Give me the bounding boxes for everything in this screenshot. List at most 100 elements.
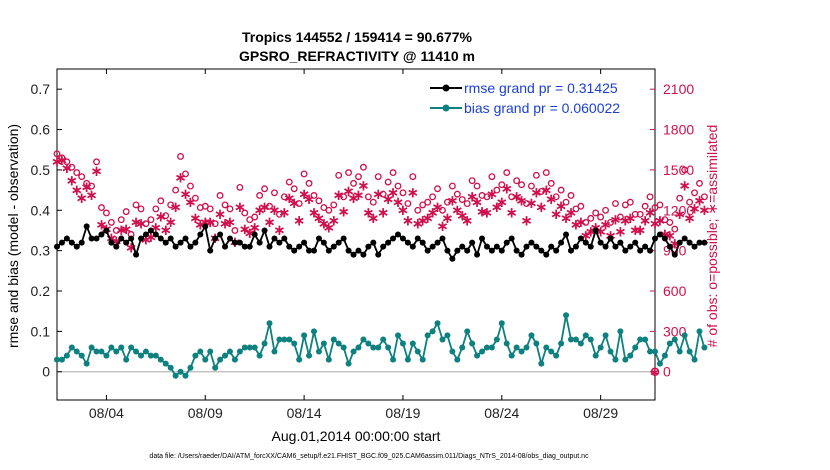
rmse-point <box>88 235 95 242</box>
obs-assimilated-point: ∗ <box>698 201 711 219</box>
bias-point <box>681 332 688 339</box>
x-tick-label: 08/14 <box>287 405 322 421</box>
obs-assimilated-point: ∗ <box>545 190 558 208</box>
obs-possible-point <box>93 158 100 166</box>
bias-point <box>320 340 327 347</box>
rmse-point <box>538 247 545 254</box>
rmse-point <box>666 243 673 250</box>
obs-possible-point <box>686 198 694 206</box>
obs-possible-point <box>488 173 496 181</box>
obs-possible-point <box>641 202 649 210</box>
obs-possible-point <box>78 173 86 181</box>
rmse-point <box>696 239 703 246</box>
obs-possible-point <box>394 182 402 190</box>
obs-assimilated-point: ∗ <box>500 179 513 197</box>
obs-assimilated-point: ∗ <box>446 192 459 210</box>
rmse-point <box>345 247 352 254</box>
rmse-point <box>271 235 278 242</box>
obs-assimilated-point: ∗ <box>140 231 153 249</box>
obs-assimilated-point: ∗ <box>693 192 706 210</box>
obs-possible-point <box>537 187 545 195</box>
obs-assimilated-point: ∗ <box>85 186 98 204</box>
obs-possible-point <box>602 206 610 214</box>
bias-point <box>133 348 140 355</box>
bias-point <box>251 344 258 351</box>
rmse-point <box>108 239 115 246</box>
obs-assimilated-point: ∗ <box>357 177 370 195</box>
rmse-point <box>533 243 540 250</box>
obs-possible-point <box>518 181 526 189</box>
bias-point <box>533 340 540 347</box>
rmse-point <box>251 231 258 238</box>
rmse-point <box>197 231 204 238</box>
rmse-point <box>671 251 678 258</box>
y2-tick-label: 300 <box>663 323 687 339</box>
obs-assimilated-point: ∗ <box>337 202 350 220</box>
obs-assimilated-point: ∗ <box>510 187 523 205</box>
obs-possible-point <box>186 182 194 190</box>
obs-possible-point <box>73 169 81 177</box>
y2-axis-label: # of obs: o=possible; ∗=assimilated <box>704 125 720 348</box>
obs-assimilated-point: ∗ <box>683 209 696 227</box>
bias-point <box>197 348 204 355</box>
rmse-point <box>523 243 530 250</box>
rmse-point <box>632 239 639 246</box>
rmse-point <box>266 243 273 250</box>
bias-point <box>686 348 693 355</box>
rmse-point <box>98 231 105 238</box>
rmse-point <box>513 247 520 254</box>
obs-assimilated-point: ∗ <box>609 210 622 228</box>
obs-assimilated-point: ∗ <box>392 193 405 211</box>
obs-possible-point <box>523 200 530 208</box>
obs-possible-point <box>597 213 605 221</box>
obs-possible-point <box>266 202 273 210</box>
obs-possible-point <box>508 193 516 201</box>
rmse-point <box>142 231 149 238</box>
obs-assimilated-point: ∗ <box>258 198 271 216</box>
x-tick-label: 08/24 <box>484 405 519 421</box>
obs-assimilated-point: ∗ <box>273 221 286 239</box>
bias-point <box>271 348 278 355</box>
obs-possible-point <box>112 227 120 234</box>
rmse-point <box>118 235 125 242</box>
bias-point <box>454 356 461 363</box>
bias-point <box>345 360 352 367</box>
obs-assimilated-point: ∗ <box>367 209 380 227</box>
rmse-point <box>444 247 451 254</box>
obs-possible-point <box>216 192 224 199</box>
obs-possible-point <box>88 182 96 190</box>
bias-point <box>157 356 164 363</box>
bias-point <box>291 340 298 347</box>
obs-assimilated-point: ∗ <box>530 183 543 201</box>
obs-assimilated-point: ∗ <box>239 220 252 238</box>
obs-assimilated-point: ∗ <box>234 198 247 216</box>
rmse-point <box>474 251 481 258</box>
rmse-point <box>360 251 367 258</box>
obs-assimilated-point: ∗ <box>90 162 103 180</box>
bias-point <box>113 348 120 355</box>
bias-point <box>128 344 135 351</box>
rmse-point <box>380 243 387 250</box>
rmse-point <box>652 235 658 242</box>
obs-assimilated-point: ∗ <box>421 209 434 227</box>
rmse-point <box>642 243 649 250</box>
rmse-point <box>73 243 80 250</box>
obs-possible-point <box>547 179 555 187</box>
rmse-point <box>409 243 416 250</box>
obs-possible-point <box>142 220 150 228</box>
obs-assimilated-point: ∗ <box>318 214 331 232</box>
bias-point <box>73 348 80 355</box>
bias-point <box>414 348 421 355</box>
y-tick-label: 0.1 <box>31 323 51 339</box>
obs-possible-point <box>359 163 367 171</box>
obs-possible-point <box>275 210 283 218</box>
obs-assimilated-point: ∗ <box>471 193 484 211</box>
bias-point <box>409 340 416 347</box>
rmse-point <box>187 243 194 250</box>
obs-possible-point <box>498 181 506 189</box>
bias-point <box>108 344 115 351</box>
obs-possible-point <box>503 169 511 177</box>
bias-point <box>340 344 347 351</box>
obs-possible-point <box>350 179 357 187</box>
obs-assimilated-point: ∗ <box>599 216 612 234</box>
